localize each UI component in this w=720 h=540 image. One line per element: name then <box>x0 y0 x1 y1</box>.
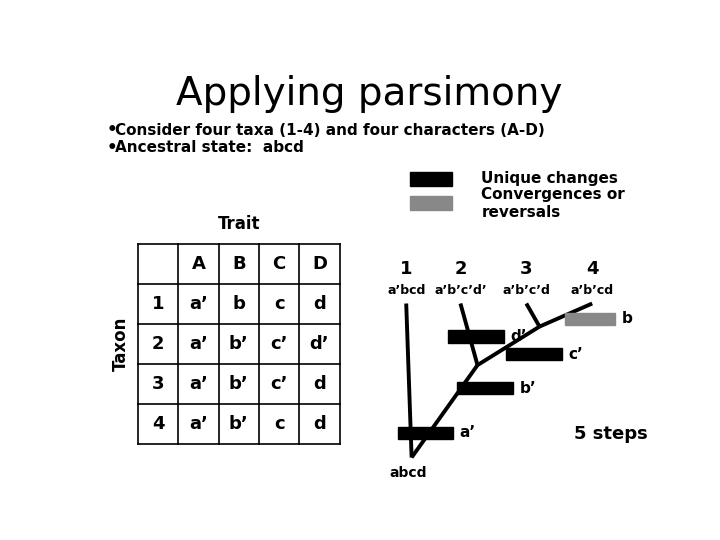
Text: •: • <box>107 122 117 139</box>
Text: 2: 2 <box>454 260 467 278</box>
Text: b’: b’ <box>229 335 248 353</box>
Text: 4: 4 <box>586 260 598 278</box>
Text: a’: a’ <box>189 335 208 353</box>
Text: d’: d’ <box>310 335 329 353</box>
Text: a’b’c’d: a’b’c’d <box>503 284 550 297</box>
Text: a’: a’ <box>459 426 476 440</box>
Text: 1: 1 <box>400 260 413 278</box>
Text: 2: 2 <box>152 335 164 353</box>
Bar <box>397 427 454 439</box>
Text: a’b’c’d’: a’b’c’d’ <box>434 284 487 297</box>
Text: 4: 4 <box>152 415 164 434</box>
Text: C: C <box>272 255 286 273</box>
Bar <box>410 197 452 211</box>
Text: a’bcd: a’bcd <box>387 284 426 297</box>
Text: b’: b’ <box>519 381 536 396</box>
Text: Trait: Trait <box>217 215 260 233</box>
Text: Ancestral state:  abcd: Ancestral state: abcd <box>114 140 304 156</box>
Text: d: d <box>313 415 325 434</box>
Text: B: B <box>232 255 246 273</box>
Text: A: A <box>192 255 205 273</box>
Text: b’: b’ <box>229 375 248 393</box>
Text: a’: a’ <box>189 375 208 393</box>
Text: Convergences or
reversals: Convergences or reversals <box>482 187 625 220</box>
Text: D: D <box>312 255 327 273</box>
Text: c’: c’ <box>270 375 288 393</box>
Text: 1: 1 <box>152 295 164 313</box>
Text: a’: a’ <box>189 295 208 313</box>
Bar <box>448 330 504 343</box>
Text: Taxon: Taxon <box>112 317 130 372</box>
Text: a’: a’ <box>189 415 208 434</box>
Text: Applying parsimony: Applying parsimony <box>176 75 562 113</box>
Text: b: b <box>621 312 632 326</box>
Bar <box>457 382 513 394</box>
Text: d’: d’ <box>510 329 526 344</box>
Text: abcd: abcd <box>389 466 426 480</box>
Text: •: • <box>107 139 117 157</box>
Text: 3: 3 <box>152 375 164 393</box>
Text: 3: 3 <box>520 260 533 278</box>
Bar <box>564 313 615 325</box>
Text: Consider four taxa (1-4) and four characters (A-D): Consider four taxa (1-4) and four charac… <box>114 123 544 138</box>
Text: a’b’cd: a’b’cd <box>571 284 613 297</box>
Text: d: d <box>313 375 325 393</box>
Bar <box>410 172 452 186</box>
Text: d: d <box>313 295 325 313</box>
Text: Unique changes: Unique changes <box>482 171 618 186</box>
Text: c’: c’ <box>270 335 288 353</box>
Text: 5 steps: 5 steps <box>574 426 648 443</box>
Text: c’: c’ <box>568 347 583 362</box>
Text: c: c <box>274 415 284 434</box>
Text: b: b <box>233 295 246 313</box>
Text: b’: b’ <box>229 415 248 434</box>
Text: c: c <box>274 295 284 313</box>
Bar <box>506 348 562 361</box>
